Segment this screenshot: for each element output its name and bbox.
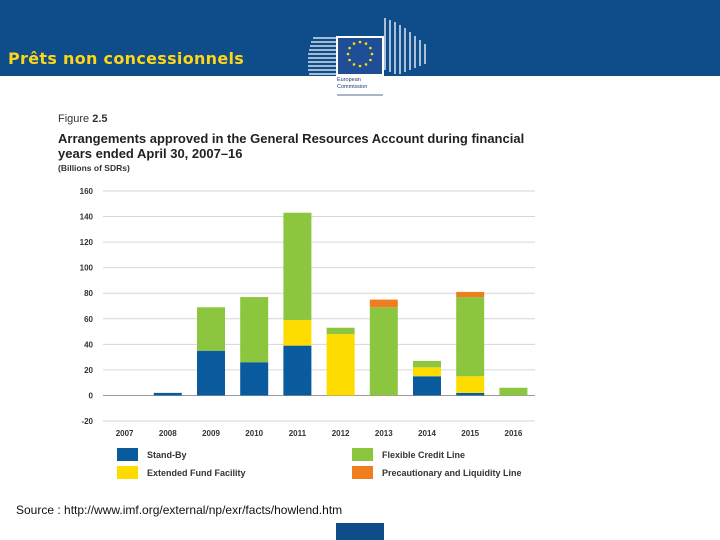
legend-swatch-stand-by — [117, 448, 138, 461]
y-axis-ticks: 160 140 120 100 80 60 40 20 0 -20 — [80, 187, 94, 426]
y-tick-label: 140 — [80, 213, 94, 222]
bar-2013-precautionary-and-liquidity-line — [369, 299, 398, 308]
bar-2014-extended-fund-facility — [413, 367, 441, 377]
bar-2013-flexible-credit-line — [369, 307, 398, 396]
y-tick-label: 100 — [80, 264, 94, 273]
figure-label-number: 2.5 — [92, 113, 108, 125]
legend-swatch-flexible-credit-line — [352, 448, 373, 461]
bar-2016-flexible-credit-line — [499, 387, 528, 396]
y-tick-label: 0 — [89, 391, 94, 400]
x-tick-label: 2014 — [418, 429, 436, 438]
legend-label-flexible-credit-line: Flexible Credit Line — [382, 450, 466, 460]
bar-2011-extended-fund-facility — [283, 320, 312, 346]
y-tick-label: -20 — [81, 417, 93, 426]
x-tick-label: 2008 — [159, 429, 177, 438]
legend-label-extended-fund-facility: Extended Fund Facility — [147, 468, 246, 478]
y-tick-label: 80 — [84, 289, 93, 298]
logo-text-line1: European — [337, 77, 361, 83]
figure-label: Figure 2.5 — [58, 113, 108, 125]
chart-title: Arrangements approved in the General Res… — [58, 131, 525, 161]
bar-2015-stand-by — [456, 392, 485, 396]
bar-2014-stand-by — [413, 376, 441, 396]
y-tick-label: 40 — [84, 340, 93, 349]
logo-text-line2: Commission — [337, 84, 368, 90]
figure-label-prefix: Figure — [58, 113, 90, 125]
y-tick-label: 120 — [80, 238, 94, 247]
y-tick-label: 60 — [84, 315, 93, 324]
bar-2012-flexible-credit-line — [326, 327, 355, 335]
eu-flag — [338, 38, 382, 74]
x-tick-label: 2012 — [332, 429, 350, 438]
x-tick-label: 2011 — [289, 429, 307, 438]
legend-label-stand-by: Stand-By — [147, 450, 187, 460]
bar-2009-stand-by — [197, 350, 225, 396]
bar-2010-flexible-credit-line — [240, 297, 269, 363]
x-tick-label: 2007 — [116, 429, 134, 438]
x-tick-label: 2013 — [375, 429, 393, 438]
bar-2011-stand-by — [283, 345, 312, 396]
bar-2008-stand-by — [153, 392, 182, 396]
bar-2015-precautionary-and-liquidity-line — [456, 291, 485, 298]
ec-building-icon — [308, 18, 426, 98]
x-tick-label: 2009 — [202, 429, 220, 438]
x-tick-label: 2010 — [245, 429, 263, 438]
legend-swatch-extended-fund-facility — [117, 466, 138, 479]
bar-2012-extended-fund-facility — [326, 334, 355, 396]
source-citation: Source : http://www.imf.org/external/np/… — [16, 503, 343, 517]
legend-label-precautionary-and-liquidity-line: Precautionary and Liquidity Line — [382, 468, 522, 478]
bar-2011-flexible-credit-line — [283, 212, 312, 321]
bar-2010-stand-by — [240, 362, 269, 396]
x-tick-label: 2016 — [505, 429, 523, 438]
y-tick-label: 20 — [84, 366, 93, 375]
chart-y-axis-label: (Billions of SDRs) — [58, 163, 130, 173]
chart-bars — [153, 212, 528, 396]
legend-swatch-precautionary-and-liquidity-line — [352, 466, 373, 479]
footer-block — [336, 523, 384, 540]
y-tick-label: 160 — [80, 187, 94, 196]
bar-2009-flexible-credit-line — [197, 307, 225, 351]
x-axis-ticks: 2007 2008 2009 2010 2011 2012 2013 2014 2015 2016 — [116, 429, 523, 438]
bar-2015-extended-fund-facility — [456, 376, 485, 393]
x-tick-label: 2015 — [461, 429, 479, 438]
bar-2015-flexible-credit-line — [456, 297, 485, 377]
slide-title: Prêts non concessionnels — [8, 49, 245, 68]
european-commission-logo: European Commission — [305, 14, 435, 100]
bar-2014-flexible-credit-line — [413, 360, 441, 368]
